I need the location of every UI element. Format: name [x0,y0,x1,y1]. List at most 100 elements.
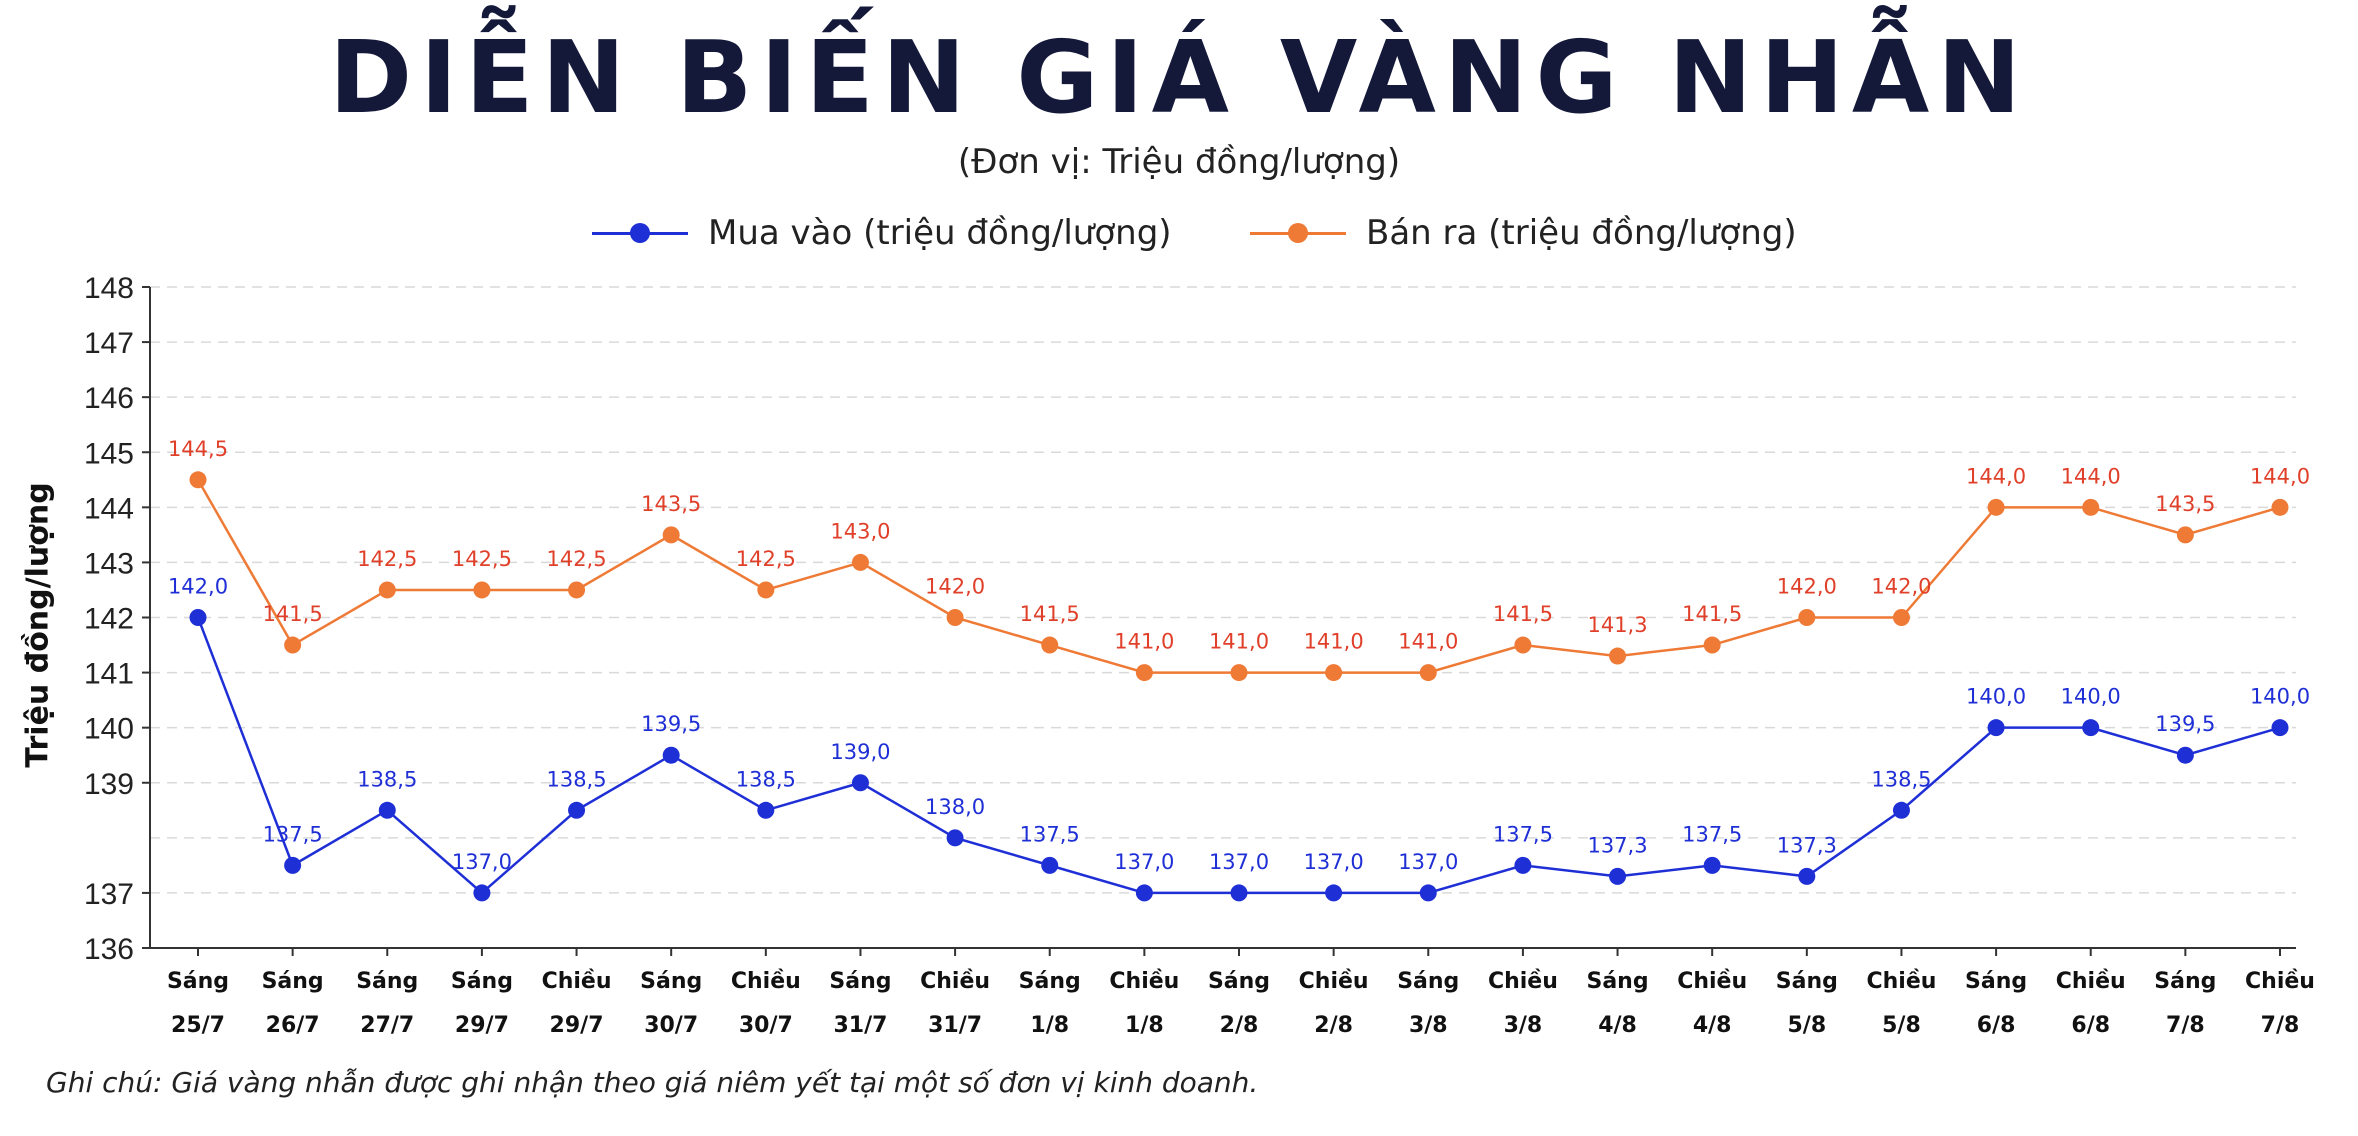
data-label-buy: 140,0 [2061,685,2121,709]
x-tick-label-session: Sáng [1208,969,1270,994]
y-tick-label: 141 [84,658,134,691]
data-label-sell: 142,5 [357,547,417,571]
data-point-buy [568,801,586,819]
x-tick-label-session: Sáng [262,969,324,994]
data-point-buy [2082,719,2100,737]
chart-subtitle: (Đơn vị: Triệu đồng/lượng) [957,142,1401,182]
data-label-sell: 142,5 [452,547,512,571]
y-tick-label: 142 [84,603,134,636]
data-label-sell: 144,0 [2250,464,2310,488]
x-tick-label-date: 1/8 [1125,1013,1164,1038]
x-tick-label-session: Chiều [2056,969,2126,994]
data-label-buy: 137,5 [1682,822,1742,846]
data-point-buy [473,884,491,902]
data-label-buy: 137,0 [1398,850,1458,874]
data-label-buy: 139,5 [2155,712,2215,736]
data-point-sell [568,581,586,599]
x-tick-label-date: 31/7 [833,1013,887,1038]
data-label-buy: 140,0 [2250,685,2310,709]
x-tick-label-date: 29/7 [550,1013,604,1038]
data-point-sell [946,609,964,626]
data-label-buy: 140,0 [1966,685,2026,709]
x-tick-label-date: 1/8 [1030,1013,1069,1038]
data-label-sell: 142,5 [736,547,796,571]
data-point-sell [757,581,775,599]
data-point-buy [662,746,680,764]
x-tick-label-session: Chiều [2245,969,2315,994]
x-tick-label-session: Chiều [731,969,801,994]
legend-item-buy: Mua vào (triệu đồng/lượng) [592,208,1172,258]
data-point-sell [1041,636,1059,654]
x-tick-label-date: 3/8 [1504,1013,1543,1038]
x-tick-label-date: 6/8 [2071,1013,2110,1038]
data-point-buy [378,801,396,819]
data-point-buy [189,609,207,626]
data-point-buy [1703,856,1721,874]
data-label-buy: 137,3 [1587,833,1647,857]
data-point-sell [2176,526,2194,544]
data-label-sell: 143,5 [641,492,701,516]
data-label-sell: 141,0 [1209,630,1269,654]
x-tick-label-session: Sáng [451,969,513,994]
data-label-buy: 138,5 [357,767,417,791]
y-tick-label: 140 [84,713,134,746]
data-label-sell: 144,5 [168,437,228,461]
x-tick-label-session: Chiều [1299,969,1369,994]
x-tick-label-session: Chiều [920,969,990,994]
data-point-sell [851,553,869,571]
y-tick-label: 147 [84,327,134,360]
y-tick-label: 136 [84,933,134,966]
data-label-buy: 138,5 [736,767,796,791]
data-point-buy [2176,746,2194,764]
data-label-sell: 141,0 [1304,630,1364,654]
data-label-sell: 141,5 [1493,602,1553,626]
data-point-sell [378,581,396,599]
data-label-sell: 141,5 [1682,602,1742,626]
data-point-sell [1419,664,1437,682]
data-label-buy: 138,5 [1871,767,1931,791]
x-tick-label-session: Sáng [1965,969,2027,994]
data-point-sell [1609,647,1627,665]
data-label-sell: 144,0 [2061,464,2121,488]
x-tick-label-date: 7/8 [2166,1013,2205,1038]
data-point-buy [1135,884,1153,902]
data-label-sell: 142,5 [546,547,606,571]
x-tick-label-session: Sáng [1776,969,1838,994]
data-point-buy [284,856,302,874]
x-tick-label-date: 4/8 [1598,1013,1637,1038]
data-point-buy [1041,856,1059,874]
y-tick-label: 145 [84,437,134,470]
data-label-sell: 142,0 [1777,575,1837,599]
data-label-buy: 138,5 [546,767,606,791]
data-label-buy: 137,0 [1304,850,1364,874]
x-tick-label-session: Chiều [1866,969,1936,994]
x-tick-label-session: Sáng [1019,969,1081,994]
x-tick-label-session: Sáng [356,969,418,994]
x-tick-label-date: 4/8 [1693,1013,1732,1038]
legend-marker-sell [1250,223,1346,243]
data-label-buy: 142,0 [168,575,228,599]
x-tick-label-date: 7/8 [2261,1013,2300,1038]
data-point-buy [1798,867,1816,885]
data-label-sell: 141,3 [1587,613,1647,637]
data-label-buy: 137,5 [1020,822,1080,846]
x-tick-label-date: 5/8 [1882,1013,1921,1038]
data-label-sell: 142,0 [1871,575,1931,599]
data-point-sell [1987,498,2005,516]
data-point-buy [851,774,869,792]
x-tick-label-session: Sáng [829,969,891,994]
x-tick-label-session: Chiều [542,969,612,994]
x-tick-label-session: Sáng [640,969,702,994]
data-label-buy: 137,0 [452,850,512,874]
data-label-sell: 141,5 [1020,602,1080,626]
data-point-sell [1325,664,1343,682]
x-tick-label-session: Chiều [1488,969,1558,994]
data-point-sell [1135,664,1153,682]
data-point-sell [2082,498,2100,516]
y-tick-label: 143 [84,547,134,580]
data-point-sell [189,471,207,489]
data-label-sell: 141,0 [1114,630,1174,654]
legend-item-sell: Bán ra (triệu đồng/lượng) [1250,208,1797,258]
footnote: Ghi chú: Giá vàng nhẫn được ghi nhận the… [46,1066,1259,1099]
